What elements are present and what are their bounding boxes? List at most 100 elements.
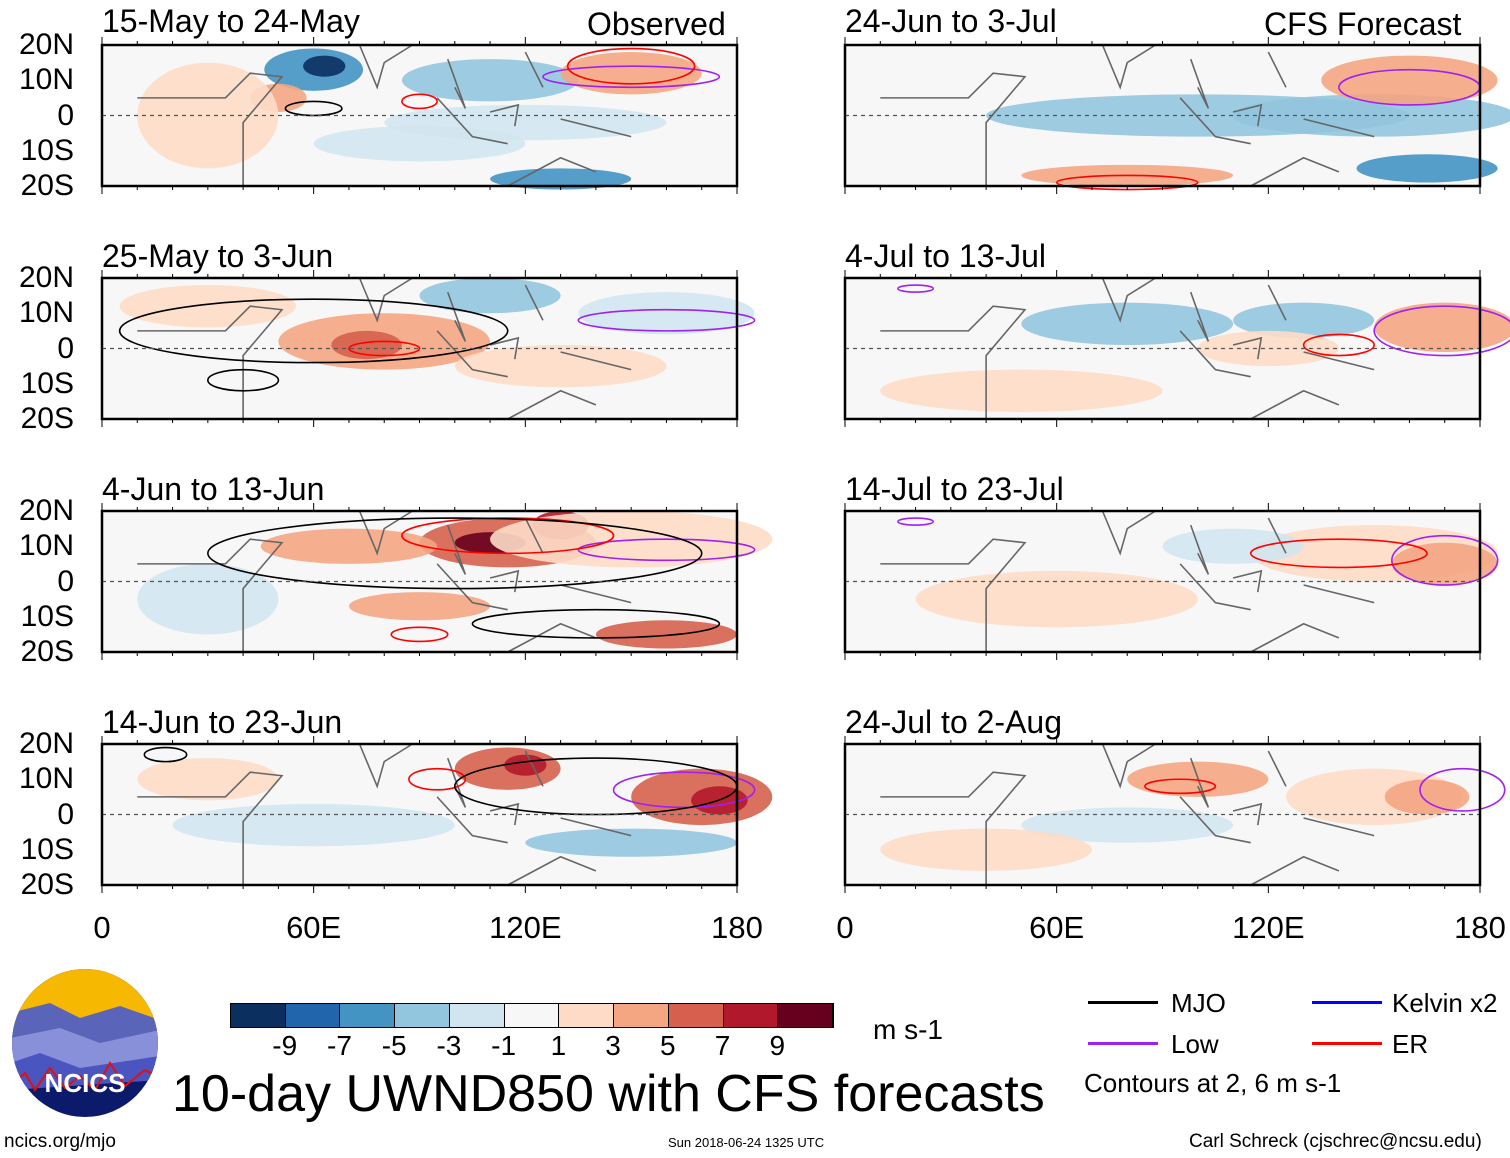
wave-contour — [1391, 534, 1499, 586]
wave-contour — [1144, 778, 1217, 795]
coastline — [137, 743, 632, 886]
colorbar-swatch — [340, 1004, 396, 1027]
map-panel — [843, 270, 1510, 427]
map-panel — [100, 503, 773, 660]
x-tick-label: 180 — [711, 910, 763, 945]
anomaly-region — [595, 620, 737, 649]
panel-title: 24-Jun to 3-Jul — [845, 3, 1057, 39]
footer-timestamp: Sun 2018-06-24 1325 UTC — [668, 1135, 825, 1150]
colorbar-swatch — [504, 1004, 560, 1027]
y-tick-label: 10S — [20, 366, 74, 400]
y-tick-label: 0 — [57, 564, 74, 598]
legend-mjo: MJO — [1171, 988, 1226, 1018]
legend-line-er — [1312, 1042, 1382, 1045]
anomaly-region — [1233, 94, 1510, 137]
colorbar — [230, 1003, 834, 1028]
colorbar-swatch — [668, 1004, 724, 1027]
y-tick-label: 10S — [20, 599, 74, 633]
x-tick-label: 180 — [1454, 910, 1506, 945]
anomaly-region — [1374, 302, 1510, 353]
coastline — [880, 44, 1375, 187]
anomaly-region — [1197, 330, 1339, 367]
wave-contour — [408, 767, 467, 791]
colorbar-level-label: 9 — [769, 1030, 786, 1061]
colorbar-level-label: 3 — [605, 1030, 621, 1061]
y-tick-label: 10N — [18, 762, 74, 796]
coastline — [880, 277, 1375, 420]
anomaly-region — [560, 52, 702, 95]
anomaly-region — [1021, 302, 1234, 345]
x-tick-label: 0 — [93, 910, 111, 945]
y-tick-label: 20N — [18, 28, 74, 61]
anomaly-region — [1321, 55, 1498, 105]
wave-contour — [471, 608, 721, 639]
wave-contour — [207, 517, 703, 590]
colorbar-level-label: -7 — [327, 1030, 352, 1061]
y-tick-label: 20S — [20, 402, 74, 435]
anomaly-region — [454, 344, 667, 388]
y-tick-label: 0 — [57, 797, 74, 831]
wave-contour — [612, 771, 756, 809]
colorbar-swatch — [778, 1004, 834, 1027]
x-tick-label: 0 — [836, 910, 854, 945]
y-tick-label: 10N — [18, 296, 74, 330]
wave-contour — [897, 517, 934, 526]
colorbar-level-label: -5 — [381, 1030, 407, 1061]
anomaly-region — [313, 126, 526, 162]
wave-contour — [577, 538, 756, 562]
x-tick-label: 120E — [1232, 910, 1305, 945]
colorbar-swatch — [559, 1004, 615, 1027]
map-panel — [100, 736, 773, 893]
wave-contour — [118, 298, 509, 364]
colorbar-units: m s-1 — [873, 1014, 943, 1045]
anomaly-region — [1384, 779, 1470, 815]
colorbar-level-label: 1 — [550, 1030, 567, 1061]
anomaly-region — [331, 330, 402, 360]
anomaly-region — [348, 592, 491, 621]
anomaly-region — [1356, 154, 1498, 183]
colorbar-level-label: -1 — [491, 1030, 517, 1061]
cfs-forecast-label: CFS Forecast — [1264, 6, 1462, 42]
anomaly-region — [137, 758, 279, 801]
panel-title: 15-May to 24-May — [102, 3, 360, 39]
ncics-logo: NCICS — [10, 968, 160, 1123]
legend-kelvin: Kelvin x2 — [1392, 988, 1498, 1018]
legend-low: Low — [1171, 1029, 1219, 1059]
colorbar-swatch — [723, 1004, 779, 1027]
colorbar-level-label: -3 — [436, 1030, 462, 1061]
panel-title: 4-Jul to 13-Jul — [845, 238, 1046, 274]
anomaly-region — [490, 168, 632, 190]
colorbar-level-label: -9 — [272, 1030, 298, 1061]
wave-contour — [348, 340, 421, 357]
y-tick-label: 10N — [18, 63, 74, 97]
y-tick-label: 10S — [20, 133, 74, 167]
y-tick-label: 10S — [20, 832, 74, 866]
wave-contour — [1302, 333, 1375, 357]
x-tick-label: 60E — [286, 910, 342, 945]
coastline — [880, 743, 1375, 886]
anomaly-region — [119, 285, 297, 328]
map-panel — [843, 37, 1510, 194]
observed-label: Observed — [587, 6, 726, 42]
y-tick-label: 0 — [57, 98, 74, 132]
footer-url: ncics.org/mjo — [4, 1131, 116, 1152]
panel-title: 14-Jul to 23-Jul — [845, 471, 1064, 507]
wave-contour — [1373, 305, 1510, 357]
wave-contour — [577, 308, 756, 332]
map-panel — [100, 270, 756, 427]
panel-title: 25-May to 3-Jun — [102, 238, 334, 274]
anomaly-region — [172, 803, 455, 847]
footer-author: Carl Schreck (cjschrec@ncsu.edu) — [1189, 1131, 1482, 1152]
panel-title: 14-Jun to 23-Jun — [102, 704, 343, 740]
y-tick-label: 20S — [20, 635, 74, 668]
coastline — [137, 44, 632, 187]
y-tick-label: 0 — [57, 331, 74, 365]
anomaly-region — [578, 292, 755, 335]
colorbar-swatch — [449, 1004, 505, 1027]
colorbar-level-label: 5 — [660, 1030, 676, 1061]
y-tick-label: 20S — [20, 169, 74, 202]
wave-contour — [1419, 767, 1506, 812]
wave-contour — [143, 746, 188, 763]
colorbar-swatch — [614, 1004, 669, 1027]
